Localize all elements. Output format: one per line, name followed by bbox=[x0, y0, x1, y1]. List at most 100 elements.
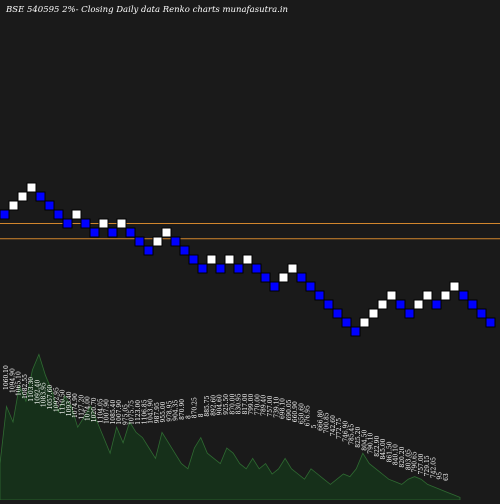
renko-brick-up bbox=[8, 200, 19, 211]
price-label: 1123.00 bbox=[135, 400, 142, 425]
renko-brick-down bbox=[215, 263, 226, 274]
renko-brick-down bbox=[296, 272, 307, 283]
renko-brick-down bbox=[143, 245, 154, 256]
chart-title: BSE 540595 2%- Closing Daily data Renko … bbox=[5, 5, 288, 15]
price-label: 1093.40 bbox=[66, 391, 73, 416]
renko-brick-up bbox=[17, 191, 28, 202]
price-label: 8 bbox=[198, 413, 205, 417]
renko-brick-down bbox=[53, 209, 64, 220]
price-label: 870.00 bbox=[229, 393, 236, 414]
price-label: 822.90 bbox=[374, 436, 381, 457]
price-label: 789.40 bbox=[261, 395, 268, 416]
renko-brick-down bbox=[80, 218, 91, 229]
price-label: 1057.60 bbox=[47, 385, 54, 410]
price-label: 1127.20 bbox=[78, 395, 85, 420]
price-label: 95 bbox=[437, 472, 444, 480]
renko-brick-down bbox=[323, 299, 334, 310]
renko-brick-down bbox=[107, 227, 118, 238]
price-label: 820.20 bbox=[399, 446, 406, 467]
price-label: 870.90 bbox=[179, 399, 186, 420]
price-label: 700.85 bbox=[324, 412, 331, 433]
price-label: 757.00 bbox=[267, 395, 274, 416]
price-label: 1103.30 bbox=[28, 377, 35, 402]
price-label: 817.00 bbox=[242, 393, 249, 414]
price-label: 840.10 bbox=[393, 444, 400, 465]
renko-brick-down bbox=[476, 308, 487, 319]
renko-brick-down bbox=[332, 308, 343, 319]
price-label: 1043.90 bbox=[148, 399, 155, 424]
renko-brick-down bbox=[188, 254, 199, 265]
price-label: 770.00 bbox=[254, 394, 261, 415]
price-label: 785.45 bbox=[349, 424, 356, 445]
renko-brick-up bbox=[278, 272, 289, 283]
renko-brick-down bbox=[179, 245, 190, 256]
renko-brick-up bbox=[224, 254, 235, 265]
renko-brick-up bbox=[98, 218, 109, 229]
volume-area bbox=[0, 353, 461, 501]
price-label: 1083.95 bbox=[41, 382, 48, 407]
price-label: 830.95 bbox=[236, 393, 243, 414]
price-label: 690.05 bbox=[286, 399, 293, 420]
renko-brick-down bbox=[251, 263, 262, 274]
price-label: 904.60 bbox=[217, 394, 224, 415]
price-label: 803.05 bbox=[405, 449, 412, 470]
renko-brick-down bbox=[89, 227, 100, 238]
price-label: 729.15 bbox=[424, 455, 431, 476]
price-label: 1020.70 bbox=[91, 397, 98, 422]
price-label: 790.65 bbox=[412, 451, 419, 472]
renko-brick-up bbox=[71, 209, 82, 220]
price-label: 870.25 bbox=[192, 397, 199, 418]
renko-brick-down bbox=[62, 218, 73, 229]
renko-brick-down bbox=[197, 263, 208, 274]
renko-brick-down bbox=[314, 290, 325, 301]
renko-brick-down bbox=[269, 281, 280, 292]
renko-brick-down bbox=[170, 236, 181, 247]
price-label: 1074.00 bbox=[85, 396, 92, 421]
price-label: 885.75 bbox=[204, 395, 211, 416]
renko-brick-down bbox=[125, 227, 136, 238]
renko-brick-up bbox=[377, 299, 388, 310]
price-label: 1106.85 bbox=[141, 399, 148, 424]
price-label: 861.50 bbox=[386, 441, 393, 462]
price-label: 650.60 bbox=[298, 403, 305, 424]
renko-brick-up bbox=[116, 218, 127, 229]
price-label: 676.95 bbox=[305, 405, 312, 426]
renko-brick-up bbox=[26, 182, 37, 193]
renko-brick-down bbox=[350, 326, 361, 337]
price-label: 1104.05 bbox=[97, 398, 104, 423]
renko-brick-up bbox=[449, 281, 460, 292]
renko-brick-up bbox=[242, 254, 253, 265]
price-label: 742.05 bbox=[430, 457, 437, 478]
renko-bricks bbox=[0, 182, 496, 337]
renko-brick-down bbox=[458, 290, 469, 301]
renko-brick-down bbox=[35, 191, 46, 202]
price-label: 1085.40 bbox=[110, 400, 117, 425]
renko-brick-down bbox=[485, 317, 496, 328]
renko-brick-up bbox=[413, 299, 424, 310]
renko-brick-up bbox=[152, 236, 163, 247]
renko-brick-up bbox=[422, 290, 433, 301]
price-label: 845.00 bbox=[380, 438, 387, 459]
renko-brick-down bbox=[134, 236, 145, 247]
price-label: 1082.55 bbox=[22, 374, 29, 399]
renko-brick-up bbox=[206, 254, 217, 265]
price-label: 978.95 bbox=[166, 401, 173, 422]
renko-brick-up bbox=[386, 290, 397, 301]
price-label: 1110.50 bbox=[60, 389, 67, 414]
price-label: 904.35 bbox=[173, 400, 180, 421]
price-labels: 1060.10 1094.90 1065.10 1082.55 1103.30 1092.… bbox=[3, 365, 450, 481]
price-label: 925.50 bbox=[223, 394, 230, 415]
price-label: 955.00 bbox=[160, 401, 167, 422]
renko-brick-down bbox=[431, 299, 442, 310]
price-label: 739.10 bbox=[273, 397, 280, 418]
renko-brick-down bbox=[44, 200, 55, 211]
renko-brick-up bbox=[359, 317, 370, 328]
renko-brick-down bbox=[467, 299, 478, 310]
price-label: 63 bbox=[443, 473, 450, 481]
renko-brick-down bbox=[395, 299, 406, 310]
price-label: 1007.90 bbox=[104, 399, 111, 424]
renko-brick-up bbox=[368, 308, 379, 319]
volume-series bbox=[0, 353, 461, 501]
